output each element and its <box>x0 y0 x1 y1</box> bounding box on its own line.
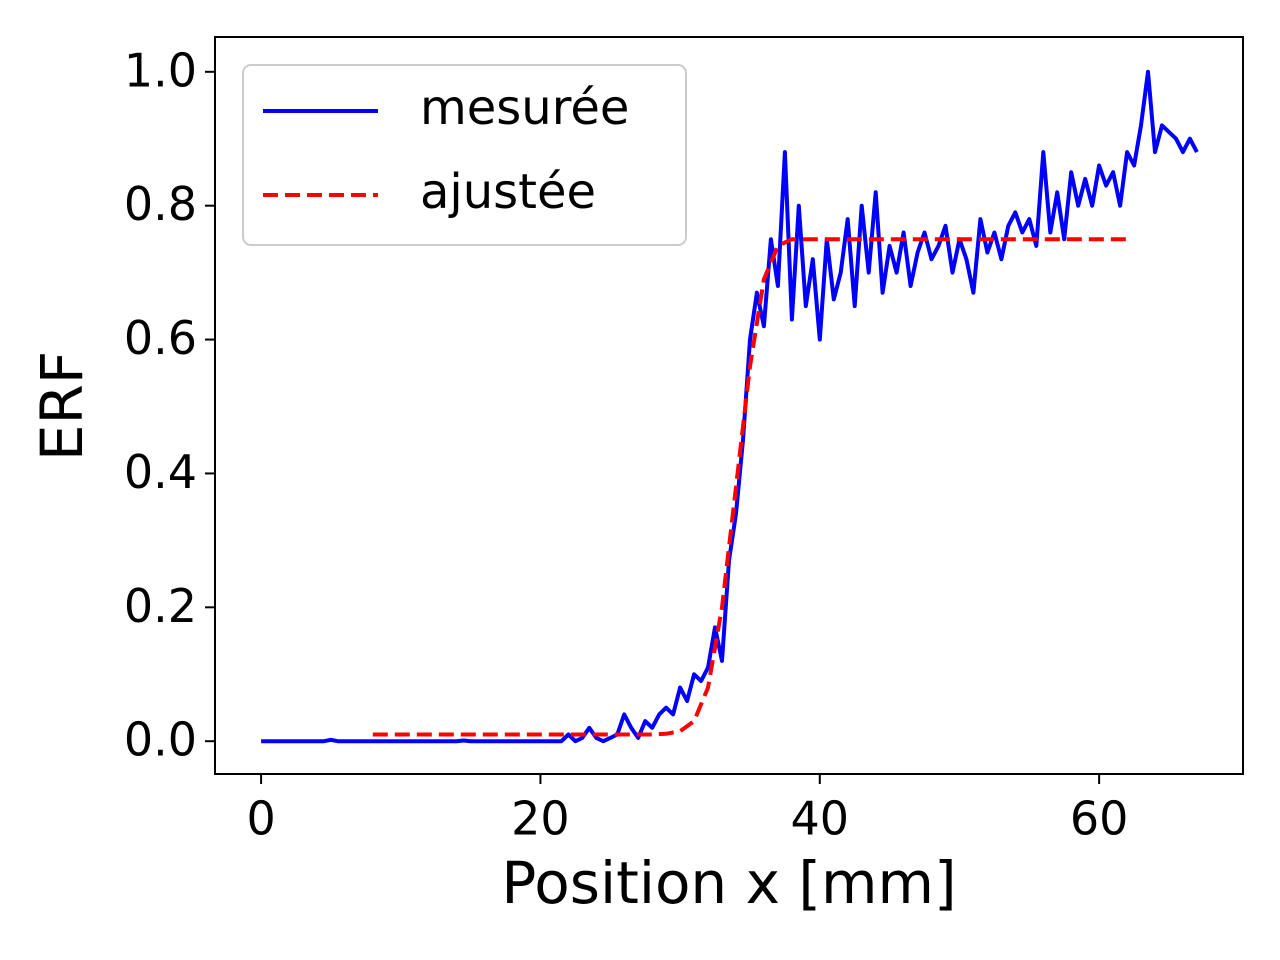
x-tick-label: 0 <box>246 792 275 846</box>
y-tick-label: 1.0 <box>124 43 197 97</box>
y-axis-label: ERF <box>28 351 96 461</box>
y-tick-label: 0.0 <box>124 713 197 767</box>
x-tick-label: 60 <box>1070 792 1129 846</box>
legend-label: mesurée <box>420 80 629 136</box>
data-line <box>372 237 1128 737</box>
y-tick-label: 0.2 <box>124 579 197 633</box>
y-tick-label: 0.6 <box>124 311 197 365</box>
legend: mesurée ajustée <box>242 64 687 246</box>
plot-frame <box>214 36 1244 775</box>
y-tick-label: 0.8 <box>124 177 197 231</box>
x-tick-label: 20 <box>511 792 570 846</box>
y-tick-label: 0.4 <box>124 445 197 499</box>
legend-label: ajustée <box>420 164 596 220</box>
x-tick-label: 40 <box>791 792 850 846</box>
x-axis-label: Position x [mm] <box>501 849 956 917</box>
